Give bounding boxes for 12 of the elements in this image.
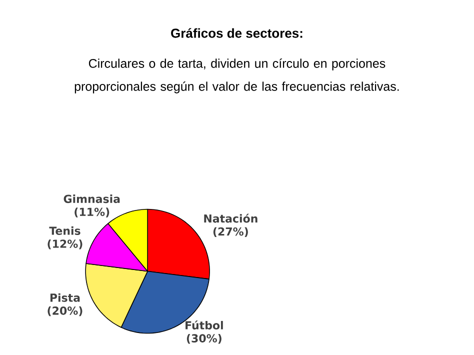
slice-label: Natación [204,214,258,223]
chart-subtitle: Circulares o de tarta, dividen un círculo en porciones proporcionales según el valor de las frecuencias relativas. [74,58,399,94]
slice-label: Fútbol [186,320,223,330]
data-label: (11%) [74,208,110,218]
slice-label: Pista [50,293,80,302]
slice-label: Gimnasia [64,194,120,204]
data-label: (20%) [48,306,82,316]
data-label: (30%) [186,334,222,344]
chart-title: Gráficos de sectores: [171,28,302,38]
slice-label: Tenis [49,226,80,235]
data-label: (27%) [213,227,248,237]
data-label: (12%) [48,239,82,250]
